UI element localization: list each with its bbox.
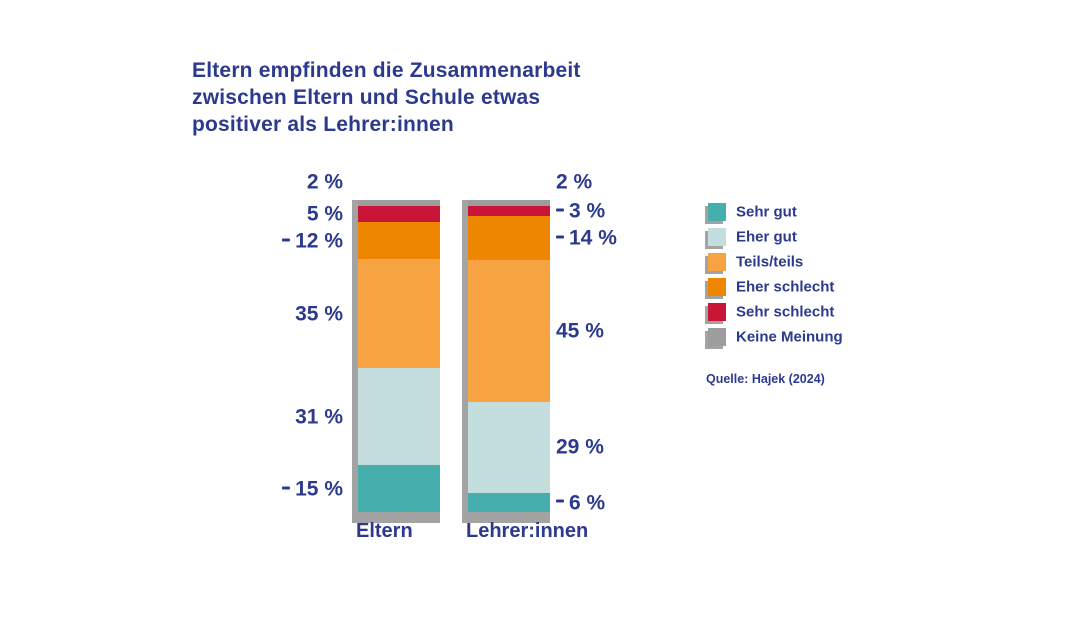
legend-swatch-eher-gut bbox=[708, 228, 726, 246]
legend-label-eher-gut: Eher gut bbox=[736, 228, 797, 246]
bar-caption-lehrer-innen: Lehrer:innen bbox=[466, 520, 589, 542]
bar-segment-sehr-schlecht bbox=[358, 206, 440, 222]
legend-swatch-keine-meinung bbox=[708, 328, 726, 346]
legend-swatch-eher-schlecht bbox=[708, 278, 726, 296]
value-label-eltern-eher-schlecht: 12 % bbox=[282, 230, 343, 251]
bar-segment-sehr-gut bbox=[468, 493, 550, 512]
legend-swatch-sehr-schlecht bbox=[708, 303, 726, 321]
legend-label-keine-meinung: Keine Meinung bbox=[736, 328, 843, 346]
label-tick bbox=[282, 486, 291, 490]
bar-segment-keine-meinung bbox=[468, 200, 550, 207]
value-label-eltern-teils-teils: 35 % bbox=[295, 302, 343, 326]
chart-title: Eltern empfinden die Zusammenarbeit zwis… bbox=[192, 59, 581, 136]
bar-segment-eher-gut bbox=[468, 401, 550, 494]
bar-caption-eltern: Eltern bbox=[356, 520, 413, 542]
legend-label-eher-schlecht: Eher schlecht bbox=[736, 278, 835, 296]
bar-segment-teils-teils bbox=[468, 259, 550, 402]
legend-label-sehr-gut: Sehr gut bbox=[736, 203, 797, 221]
value-label-eltern-sehr-schlecht: 5 % bbox=[306, 202, 343, 226]
bar-segment-keine-meinung bbox=[358, 200, 440, 207]
value-label-lehrer-innen-eher-gut: 29 % bbox=[556, 435, 604, 459]
legend-swatch-teils-teils bbox=[708, 253, 726, 271]
bar-segment-eher-schlecht bbox=[468, 215, 550, 260]
bar-segment-teils-teils bbox=[358, 259, 440, 369]
value-label-eltern-keine-meinung: 2 % bbox=[306, 170, 343, 194]
label-tick bbox=[556, 499, 564, 503]
label-tick bbox=[282, 238, 291, 241]
bar-segment-eher-gut bbox=[358, 368, 440, 466]
value-label-lehrer-innen-eher-schlecht: 14 % bbox=[556, 227, 617, 248]
value-label-lehrer-innen-sehr-schlecht: 3 % bbox=[556, 201, 605, 222]
value-label-eltern-sehr-gut: 15 % bbox=[282, 478, 343, 499]
bar-segment-sehr-gut bbox=[358, 465, 440, 512]
legend-label-sehr-schlecht: Sehr schlecht bbox=[736, 303, 835, 321]
bar-segment-eher-schlecht bbox=[358, 221, 440, 260]
label-tick bbox=[556, 208, 564, 212]
source-note: Quelle: Hajek (2024) bbox=[706, 372, 825, 386]
value-label-eltern-eher-gut: 31 % bbox=[295, 405, 343, 429]
bar-segment-sehr-schlecht bbox=[468, 206, 550, 216]
value-label-lehrer-innen-keine-meinung: 2 % bbox=[556, 170, 593, 194]
legend-swatch-sehr-gut bbox=[708, 203, 726, 221]
value-label-lehrer-innen-teils-teils: 45 % bbox=[556, 319, 604, 343]
legend-label-teils-teils: Teils/teils bbox=[736, 253, 804, 271]
label-tick bbox=[556, 235, 564, 239]
value-label-lehrer-innen-sehr-gut: 6 % bbox=[556, 492, 605, 513]
